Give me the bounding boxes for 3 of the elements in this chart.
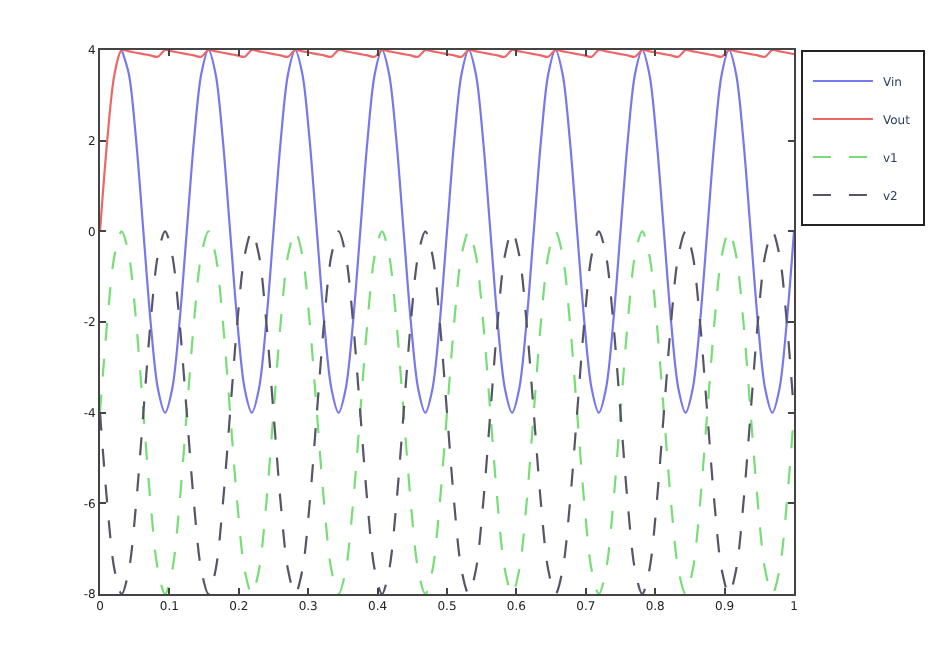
line-series — [120, 50, 794, 414]
line-series — [100, 230, 794, 594]
line-series — [100, 50, 794, 233]
